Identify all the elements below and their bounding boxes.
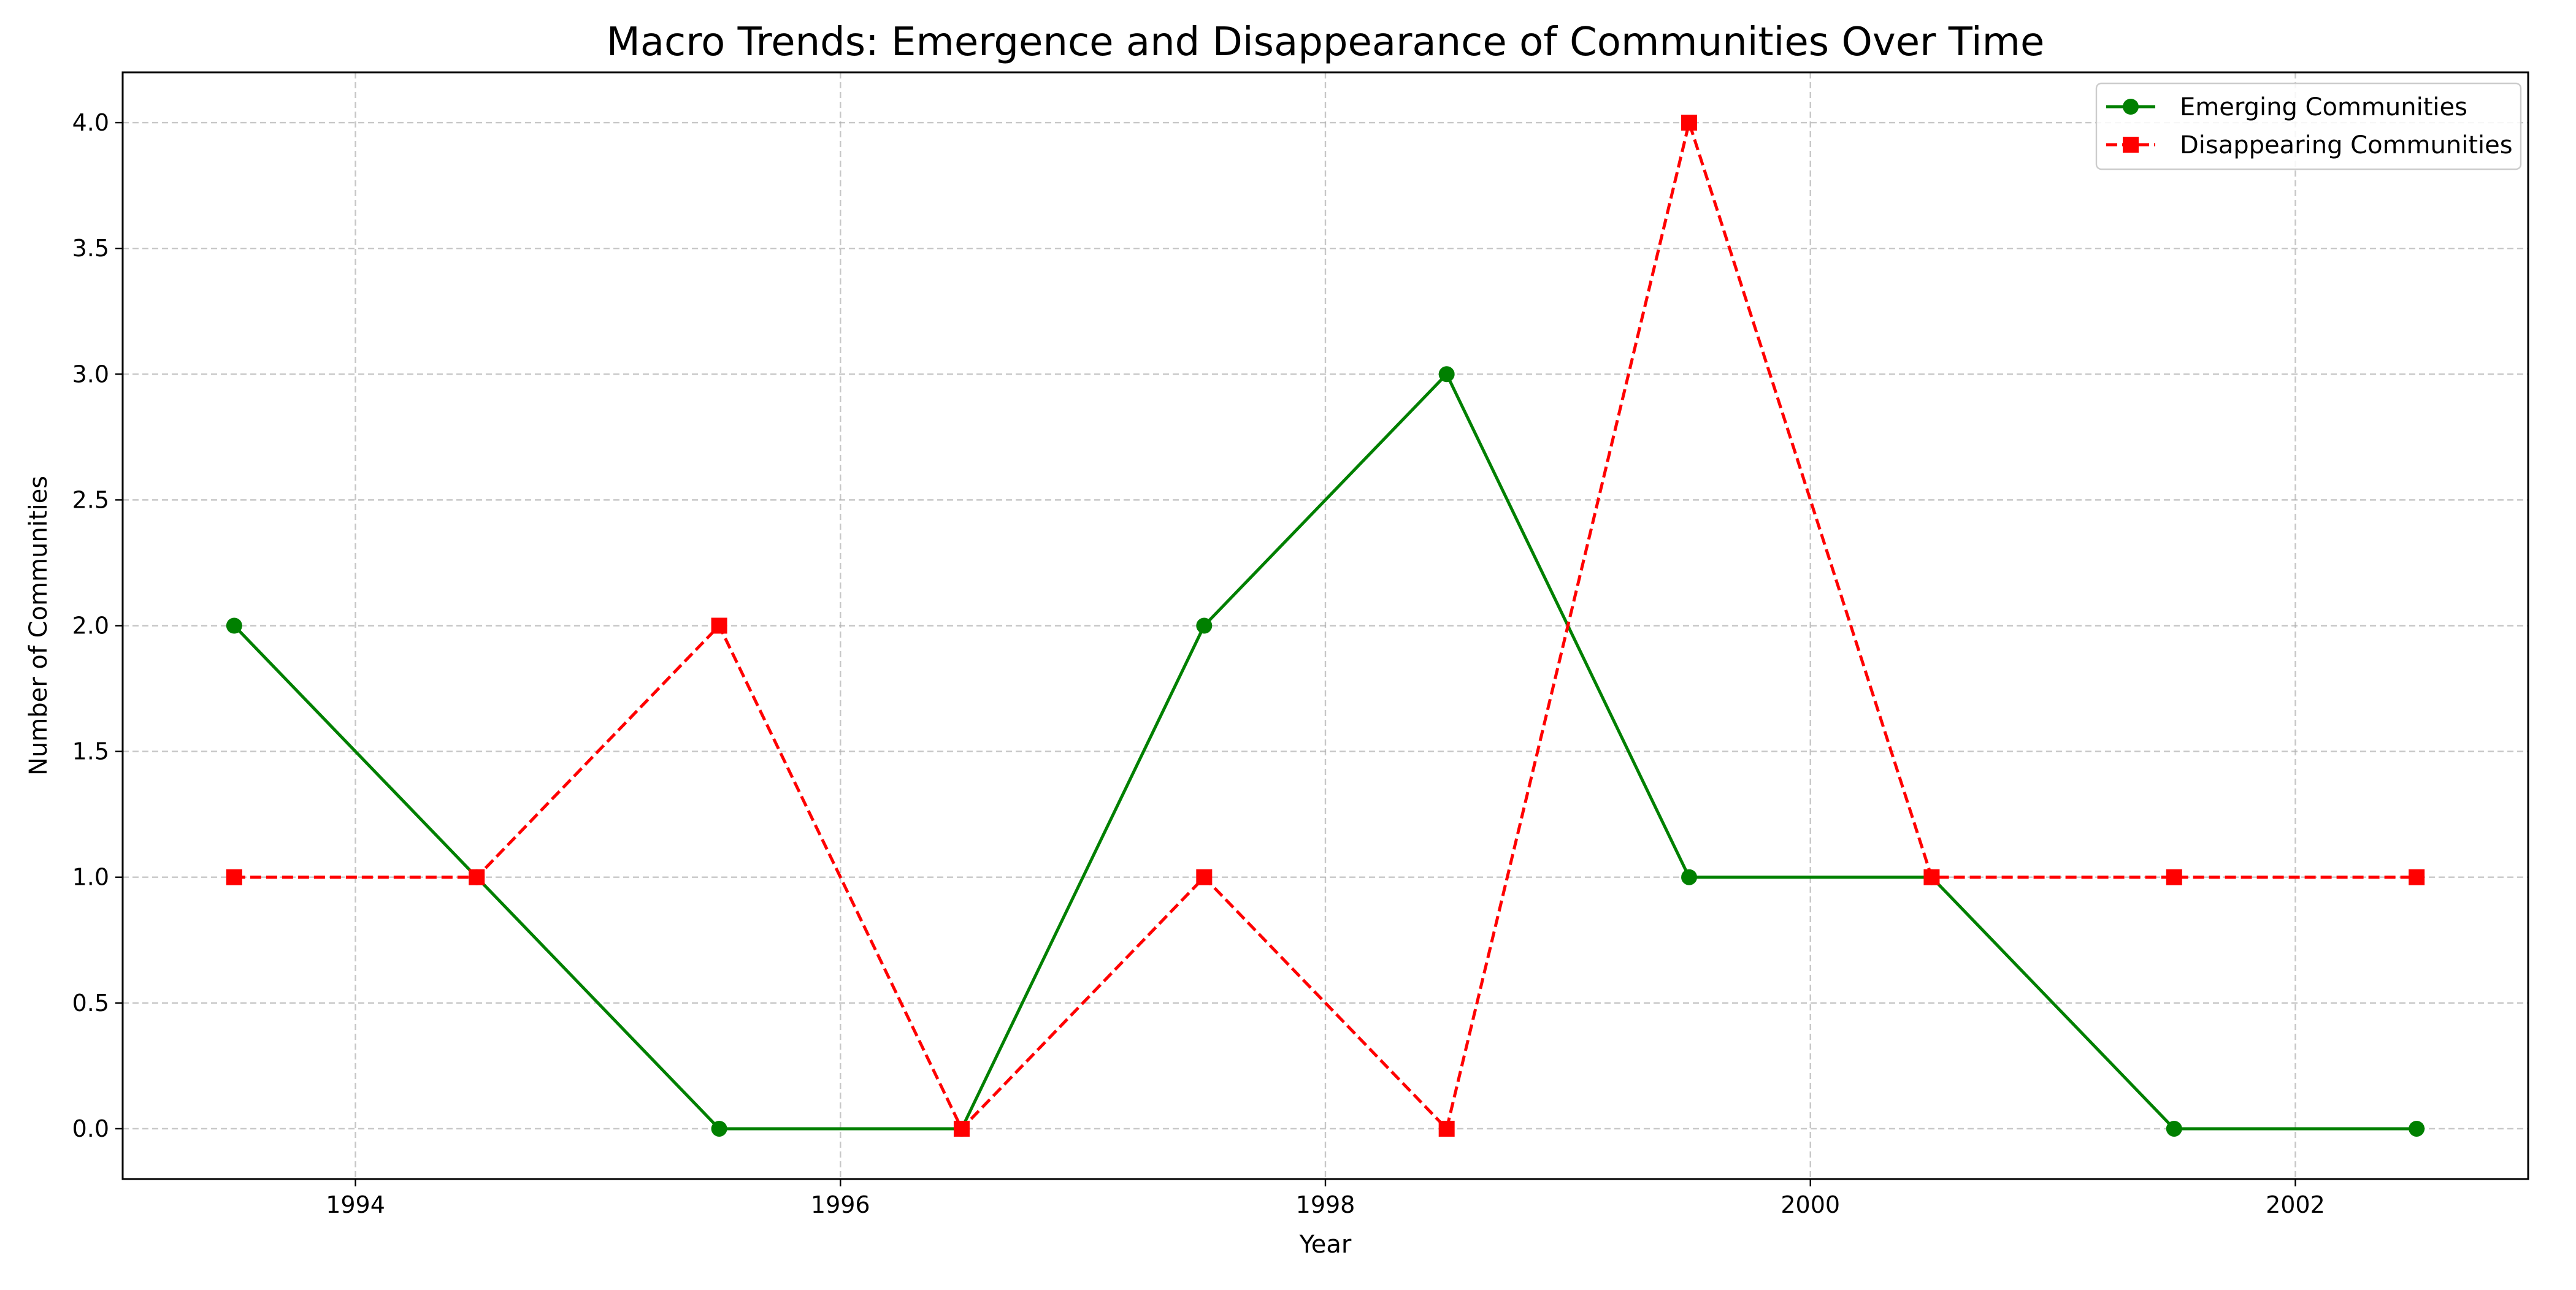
data-point <box>226 617 242 634</box>
data-point <box>1438 366 1455 383</box>
data-point <box>953 1120 970 1137</box>
series-line <box>234 121 2417 1131</box>
legend-label: Disappearing Communities <box>2180 131 2513 159</box>
data-point <box>1438 1120 1455 1137</box>
data-point <box>1681 115 1698 131</box>
y-axis-label: Number of Communities <box>25 476 53 776</box>
data-point <box>1923 869 1940 885</box>
legend-box <box>2095 82 2522 170</box>
data-point <box>226 869 242 885</box>
y-tick-label: 3.0 <box>72 361 109 387</box>
x-axis-label: Year <box>1299 1231 1352 1259</box>
y-tick-label: 0.5 <box>72 990 109 1017</box>
legend-label: Emerging Communities <box>2180 93 2467 121</box>
axis-ticks: 1994 1996 1998 2000 2002 0.0 0.5 1.0 1.5 2.0 2.5 3.… <box>72 109 2325 1218</box>
x-tick-label: 1994 <box>326 1191 385 1218</box>
data-point <box>2409 1120 2425 1137</box>
data-point <box>1196 617 1213 634</box>
x-tick-label: 2002 <box>2266 1191 2325 1218</box>
data-point <box>2166 1120 2182 1137</box>
data-point <box>469 869 485 885</box>
chart-title: Macro Trends: Emergence and Disappearanc… <box>607 20 2045 65</box>
data-point <box>1681 869 1698 885</box>
x-tick-label: 1996 <box>811 1191 870 1218</box>
series-line <box>233 372 2417 1131</box>
data-point <box>2409 869 2425 885</box>
legend-entry: Emerging Communities <box>2106 93 2467 121</box>
y-tick-label: 4.0 <box>72 109 109 136</box>
data-point <box>711 1120 727 1137</box>
legend-entry: Disappearing Communities <box>2106 131 2513 159</box>
legend-marker <box>2123 99 2139 115</box>
series-2 <box>226 115 2425 1137</box>
legend-marker <box>2123 137 2139 153</box>
data-point <box>2166 869 2182 885</box>
x-tick-label: 1998 <box>1296 1191 1355 1218</box>
series-layer <box>226 115 2425 1137</box>
legend: Emerging Communities Disappearing Communi… <box>2095 82 2522 170</box>
y-tick-label: 0.0 <box>72 1115 109 1142</box>
y-tick-label: 3.5 <box>72 235 109 262</box>
data-point <box>1196 869 1213 885</box>
y-tick-label: 1.0 <box>72 864 109 891</box>
y-tick-label: 1.5 <box>72 738 109 765</box>
y-tick-label: 2.0 <box>72 613 109 639</box>
data-point <box>711 617 727 634</box>
x-tick-label: 2000 <box>1781 1191 1840 1218</box>
y-tick-label: 2.5 <box>72 486 109 513</box>
